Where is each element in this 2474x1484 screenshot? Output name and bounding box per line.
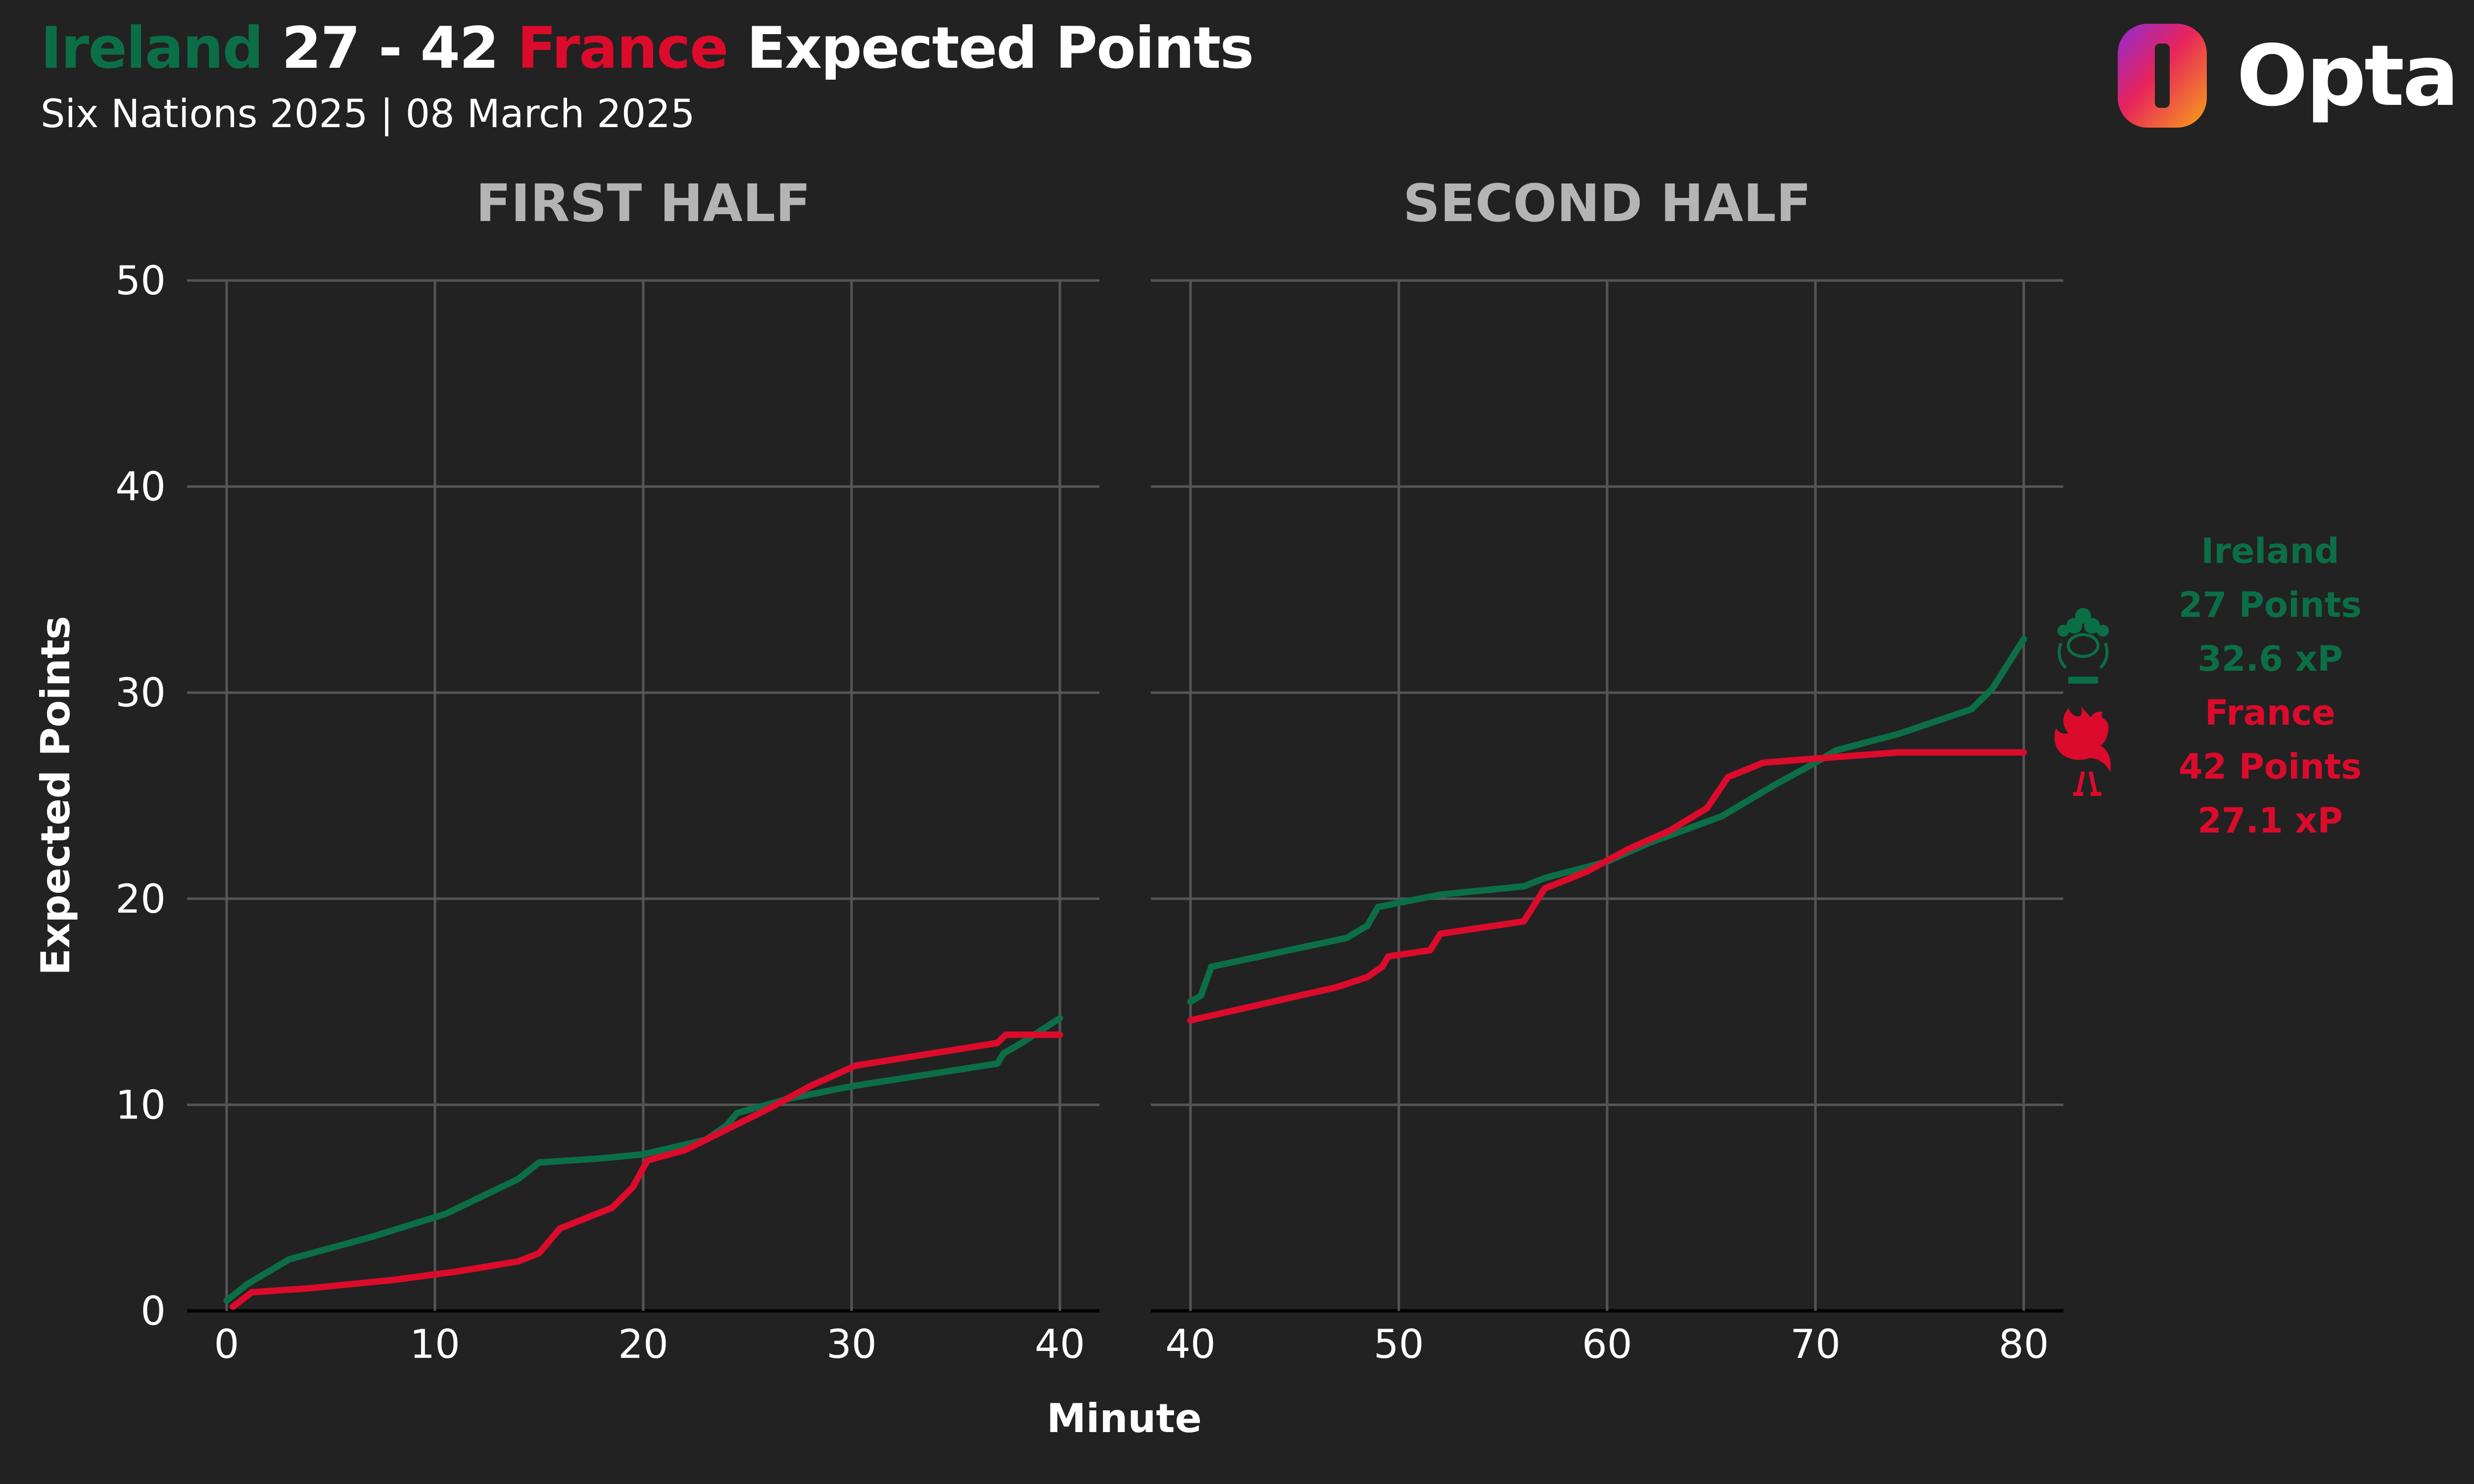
series-line-ireland — [1187, 636, 2027, 1005]
y-tick-label: 10 — [115, 1082, 166, 1128]
x-tick-label: 0 — [214, 1321, 239, 1367]
legend-text: 27 Points — [2179, 585, 2362, 625]
opta-brand-text: Opta — [2236, 27, 2459, 125]
series-line-ireland — [223, 1015, 1063, 1304]
legend-text: 27.1 xP — [2197, 800, 2343, 841]
legend-text: 32.6 xP — [2197, 639, 2343, 679]
title-suffix: Expected Points — [727, 15, 1254, 82]
legend-text: France — [2205, 693, 2335, 733]
x-tick-label: 60 — [1582, 1321, 1632, 1367]
title-team-away: France — [517, 15, 728, 82]
rooster-icon — [2054, 706, 2111, 796]
panel-title: SECOND HALF — [1403, 173, 1811, 233]
panel-title: FIRST HALF — [476, 173, 811, 233]
opta-logo-icon — [2118, 24, 2207, 128]
title-team-home: Ireland — [41, 15, 264, 82]
chart-title: Ireland 27 - 42 France Expected Points — [41, 15, 1254, 82]
x-tick-label: 40 — [1165, 1321, 1216, 1367]
x-axis-label: Minute — [1047, 1395, 1201, 1441]
legend-text: Ireland — [2201, 531, 2339, 571]
y-tick-label: 40 — [115, 464, 166, 510]
y-axis-label: Expected Points — [33, 616, 79, 975]
x-tick-label: 40 — [1035, 1321, 1085, 1367]
series-line-france — [1187, 749, 2027, 1024]
x-tick-label: 30 — [826, 1321, 877, 1367]
x-tick-label: 50 — [1374, 1321, 1424, 1367]
x-tick-label: 20 — [618, 1321, 668, 1367]
title-score: 27 - 42 — [262, 15, 518, 82]
x-tick-label: 80 — [1998, 1321, 2049, 1367]
chart-subtitle: Six Nations 2025 | 08 March 2025 — [41, 92, 695, 137]
legend-text: 42 Points — [2179, 746, 2362, 787]
shamrock-crest-icon — [2057, 608, 2109, 684]
y-tick-label: 20 — [115, 876, 166, 922]
y-tick-label: 30 — [115, 670, 166, 716]
x-tick-label: 10 — [410, 1321, 460, 1367]
x-tick-label: 70 — [1790, 1321, 1841, 1367]
series-line-france — [230, 1031, 1063, 1310]
y-tick-label: 0 — [141, 1288, 166, 1334]
y-tick-label: 50 — [115, 258, 166, 304]
